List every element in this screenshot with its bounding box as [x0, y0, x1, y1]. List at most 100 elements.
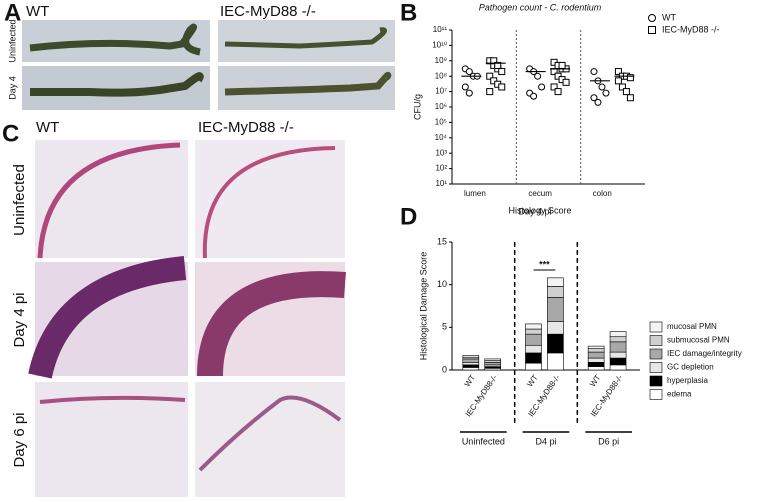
data-point	[465, 89, 473, 97]
y-tick-label: 10²	[435, 164, 447, 173]
legend-swatch	[649, 389, 663, 400]
y-tick-label: 10³	[435, 148, 447, 157]
data-point	[598, 83, 606, 91]
y-tick-label: 0	[442, 364, 447, 374]
data-point	[530, 92, 538, 100]
bar-segment	[462, 362, 480, 366]
y-tick-label: 10⁵	[435, 118, 447, 127]
legend-label: mucosal PMN	[667, 322, 717, 331]
data-point	[461, 83, 469, 91]
x-tick-label: WT	[463, 373, 478, 388]
bar-segment	[462, 355, 480, 358]
data-point	[562, 78, 570, 86]
row-label: Day 6 pi	[11, 412, 28, 467]
bar-segment	[462, 367, 480, 371]
data-point	[498, 83, 506, 91]
y-axis-label: Histological Damage Score	[418, 252, 428, 361]
legend-swatch	[649, 335, 663, 346]
y-tick-label: 10⁶	[435, 102, 447, 111]
bar-segment	[547, 277, 564, 287]
panel-letter: B	[400, 0, 417, 26]
panel-letter: D	[400, 203, 417, 230]
y-axis-label: CFU/g	[412, 94, 422, 120]
legend-marker	[648, 26, 656, 34]
bar-segment	[525, 362, 542, 371]
group-label: Uninfected	[462, 436, 505, 446]
bar-segment	[609, 341, 627, 353]
data-point	[618, 83, 626, 91]
data-point	[614, 68, 622, 76]
data-point	[538, 83, 546, 91]
y-tick-label: 15	[437, 236, 447, 246]
data-point	[558, 61, 566, 69]
data-point	[602, 89, 610, 97]
bar-segment	[525, 344, 542, 354]
column-label: IEC-MyD88 -/-	[198, 119, 294, 136]
data-point	[626, 74, 634, 82]
photo-grid-a	[22, 20, 395, 110]
bar-segment	[484, 358, 502, 361]
y-tick-label: 10¹⁰	[432, 41, 447, 50]
data-point	[626, 94, 634, 102]
bar-segment	[587, 348, 605, 353]
x-tick-label: WT	[525, 373, 540, 388]
bar-segment	[609, 357, 627, 366]
bar-segment	[609, 364, 627, 371]
legend-label: WT	[662, 12, 676, 22]
legend-label: IEC-MyD88 -/-	[662, 24, 720, 34]
y-tick-label: 10⁷	[435, 87, 447, 96]
legend-label: edema	[667, 390, 692, 399]
y-tick-label: 10	[437, 279, 447, 289]
bar-segment	[462, 358, 480, 363]
column-label: WT	[26, 3, 49, 20]
legend-swatch	[649, 362, 663, 373]
data-point	[486, 88, 494, 96]
bar-segment	[547, 321, 564, 335]
data-point	[490, 57, 498, 65]
x-tick-label: cecum	[528, 189, 552, 198]
panel-letter: A	[4, 0, 21, 26]
bar-segment	[609, 351, 627, 359]
data-point	[465, 68, 473, 76]
data-point	[534, 72, 542, 80]
legend-label: submucosal PMN	[667, 336, 730, 345]
y-tick-label: 10⁹	[435, 56, 447, 65]
data-point	[594, 98, 602, 106]
legend-swatch	[649, 375, 663, 387]
row-label: Uninfected	[7, 19, 17, 62]
bar-segment	[547, 297, 564, 322]
data-point	[494, 61, 502, 69]
bar-segment	[525, 328, 542, 335]
column-label: WT	[36, 119, 59, 136]
x-tick-label: lumen	[464, 189, 486, 198]
legend-swatch	[649, 321, 663, 333]
bar-segment	[484, 362, 502, 366]
bar-segment	[525, 323, 542, 330]
bar-segment	[547, 352, 564, 371]
group-label: D4 pi	[535, 436, 556, 446]
data-point	[614, 77, 622, 85]
y-tick-label: 10⁴	[435, 133, 448, 142]
y-tick-label: 10¹	[435, 179, 447, 188]
photo-grid-c	[28, 140, 346, 497]
bar-segment	[609, 331, 627, 338]
panel-letter: C	[2, 120, 19, 147]
row-label: Uninfected	[11, 164, 28, 236]
bar-segment	[525, 352, 542, 364]
data-point	[554, 88, 562, 96]
bar-segment	[547, 286, 564, 298]
legend-label: GC depletion	[667, 363, 714, 372]
y-tick-label: 5	[442, 322, 447, 332]
column-label: IEC-MyD88 -/-	[220, 3, 316, 20]
data-point	[550, 83, 558, 91]
bar-segment	[587, 362, 605, 367]
x-tick-label: colon	[593, 189, 612, 198]
legend-swatch	[649, 348, 663, 360]
bar-segment	[587, 351, 605, 359]
bar-segment	[547, 333, 564, 354]
y-tick-label: 10⁸	[435, 71, 447, 80]
data-point	[498, 68, 506, 76]
bar-segment	[525, 333, 542, 346]
row-label: Day 4	[7, 76, 17, 100]
